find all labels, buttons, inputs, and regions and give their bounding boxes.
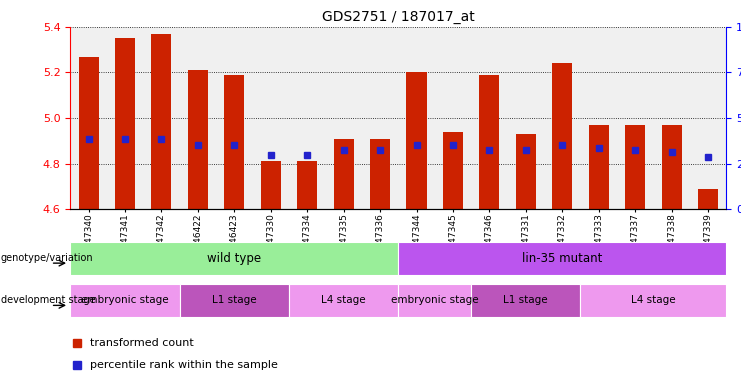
Text: L1 stage: L1 stage: [212, 295, 256, 306]
Bar: [471, 284, 580, 317]
Bar: [516, 134, 536, 209]
Bar: [289, 284, 399, 317]
Bar: [662, 125, 682, 209]
Bar: [261, 161, 281, 209]
Bar: [225, 75, 245, 209]
Bar: [399, 284, 471, 317]
Bar: [179, 284, 289, 317]
Bar: [580, 284, 726, 317]
Bar: [151, 34, 171, 209]
Text: genotype/variation: genotype/variation: [1, 253, 93, 263]
Bar: [297, 161, 317, 209]
Text: wild type: wild type: [207, 252, 262, 265]
Bar: [407, 73, 427, 209]
Bar: [698, 189, 718, 209]
Bar: [479, 75, 499, 209]
Title: GDS2751 / 187017_at: GDS2751 / 187017_at: [322, 10, 475, 25]
Text: transformed count: transformed count: [90, 338, 194, 348]
Bar: [552, 63, 572, 209]
Bar: [188, 70, 208, 209]
Text: embryonic stage: embryonic stage: [82, 295, 169, 306]
Bar: [625, 125, 645, 209]
Bar: [588, 125, 608, 209]
Text: L1 stage: L1 stage: [503, 295, 548, 306]
Bar: [70, 242, 399, 275]
Text: lin-35 mutant: lin-35 mutant: [522, 252, 602, 265]
Bar: [70, 284, 179, 317]
Bar: [333, 139, 353, 209]
Text: embryonic stage: embryonic stage: [391, 295, 479, 306]
Text: percentile rank within the sample: percentile rank within the sample: [90, 360, 278, 370]
Text: L4 stage: L4 stage: [631, 295, 676, 306]
Bar: [79, 56, 99, 209]
Text: development stage: development stage: [1, 295, 96, 306]
Bar: [399, 242, 726, 275]
Bar: [370, 139, 390, 209]
Bar: [115, 38, 135, 209]
Bar: [443, 132, 463, 209]
Text: L4 stage: L4 stage: [322, 295, 366, 306]
